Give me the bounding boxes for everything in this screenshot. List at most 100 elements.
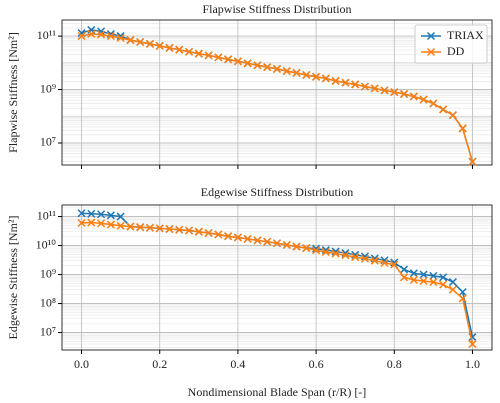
chart-title: Flapwise Stiffness Distribution: [202, 2, 351, 16]
marker: [351, 80, 360, 89]
marker: [321, 247, 330, 257]
marker: [331, 249, 340, 258]
marker: [439, 273, 448, 282]
marker: [145, 223, 154, 232]
marker: [380, 86, 389, 95]
marker: [292, 68, 301, 77]
marker: [282, 67, 291, 76]
marker: [233, 57, 242, 66]
chart-title: Edgewise Stiffness Distribution: [201, 185, 353, 199]
marker: [87, 29, 96, 39]
marker: [243, 234, 252, 243]
marker: [145, 39, 154, 48]
plot-frame: [61, 19, 493, 166]
y-tick-label: 10¹¹: [37, 208, 57, 222]
x-axis-label: Nondimensional Blade Span (r/R) [-]: [188, 385, 367, 399]
marker: [351, 253, 360, 262]
marker: [419, 276, 428, 286]
legend-label: DD: [447, 44, 465, 58]
marker: [439, 105, 448, 114]
marker: [233, 233, 242, 242]
marker: [458, 124, 467, 133]
marker: [458, 287, 467, 297]
marker: [136, 223, 145, 232]
marker: [77, 218, 86, 228]
marker: [292, 242, 301, 251]
marker: [380, 258, 389, 268]
marker: [224, 55, 233, 64]
marker: [77, 32, 86, 41]
marker: [419, 95, 428, 104]
y-tick-label: 10⁹: [40, 81, 56, 95]
marker: [253, 236, 262, 245]
marker: [272, 64, 282, 73]
marker: [360, 254, 369, 263]
x-tick-label: 0.2: [152, 357, 167, 371]
marker: [390, 88, 399, 97]
marker: [116, 212, 125, 221]
x-tick-label: 0.8: [387, 357, 402, 371]
marker: [185, 47, 194, 56]
marker: [175, 45, 184, 54]
y-tick-label: 10⁷: [40, 324, 56, 338]
marker: [458, 294, 467, 303]
marker: [439, 280, 448, 289]
marker: [97, 219, 106, 228]
marker: [165, 225, 174, 234]
marker: [106, 211, 115, 220]
marker: [302, 70, 311, 80]
marker: [341, 251, 350, 260]
y-tick-label: 10⁸: [40, 295, 56, 309]
marker: [409, 92, 418, 101]
marker: [185, 226, 194, 235]
marker: [448, 278, 457, 287]
marker: [312, 246, 321, 255]
marker: [400, 273, 409, 282]
y-tick-label: 10⁹: [40, 266, 56, 280]
marker: [194, 227, 203, 236]
marker: [390, 260, 399, 269]
marker: [272, 239, 282, 248]
marker: [400, 89, 409, 99]
marker: [302, 244, 311, 253]
y-tick-label: 10⁷: [40, 135, 56, 149]
marker: [360, 82, 369, 91]
legend-marker: [426, 47, 436, 57]
marker: [419, 270, 428, 279]
legend-marker: [426, 31, 436, 41]
marker: [400, 265, 409, 274]
x-tick-label: 1.0: [465, 357, 480, 371]
marker: [263, 237, 272, 246]
marker: [175, 225, 184, 234]
x-tick-label: 0.6: [309, 357, 324, 371]
marker: [214, 53, 223, 62]
y-tick-label: 10¹⁰: [36, 237, 57, 251]
marker: [87, 218, 96, 227]
legend: TRIAX DD: [414, 24, 488, 64]
marker: [97, 30, 106, 39]
marker: [468, 340, 477, 349]
marker: [429, 278, 438, 287]
marker: [116, 33, 125, 43]
marker: [370, 256, 379, 265]
marker: [312, 72, 321, 81]
marker: [263, 63, 272, 72]
marker: [165, 43, 174, 52]
marker: [126, 36, 135, 45]
marker: [409, 275, 418, 284]
legend-label: TRIAX: [447, 28, 484, 42]
marker: [321, 74, 330, 83]
marker: [155, 224, 164, 233]
marker: [204, 229, 213, 238]
marker: [448, 285, 457, 294]
marker: [155, 41, 164, 50]
plot-frame: [61, 204, 493, 351]
marker: [194, 49, 203, 58]
marker: [331, 76, 340, 85]
y-tick-label: 10¹¹: [37, 28, 57, 42]
marker: [468, 157, 477, 166]
marker: [214, 230, 223, 239]
marker: [136, 37, 145, 47]
marker: [87, 209, 96, 218]
y-axis-label: Edgewise Stiffness [Nm²]: [6, 215, 20, 339]
